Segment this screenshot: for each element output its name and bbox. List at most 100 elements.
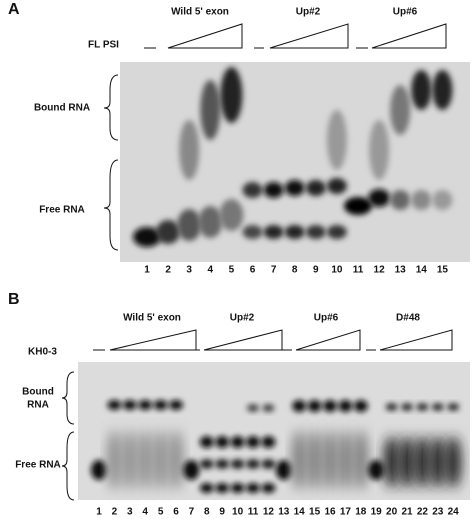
band [390,85,411,135]
lane-number: 11 [248,507,259,518]
band [198,206,223,238]
band [246,459,260,469]
band [338,430,353,490]
lane-number: 15 [309,507,321,518]
group-label: Wild 5' exon [123,313,181,324]
band [199,436,214,448]
triangle [269,23,349,49]
band [247,404,259,412]
group-label: Up#2 [296,7,321,18]
band [230,483,245,493]
band [199,459,214,469]
row-label: Free RNA [39,205,85,216]
band [429,436,446,488]
lane-number: 1 [144,265,150,276]
band [220,67,243,123]
lane-number: 3 [186,265,192,276]
band [323,400,337,412]
gel-bands [91,400,462,493]
band [107,430,122,490]
band [91,460,107,480]
band [263,182,284,198]
band [401,403,413,411]
band [432,190,453,210]
band [326,110,347,170]
band [200,80,221,140]
group-label: Wild 5' exon [171,7,229,18]
band [230,459,245,469]
lane-number: 4 [208,265,214,276]
lane-number: 21 [401,507,413,518]
band [261,436,276,448]
band [292,430,307,490]
lane-number: 7 [189,507,195,518]
band [153,400,168,410]
triangle [295,329,361,351]
band [411,70,432,110]
band [215,459,230,469]
lane-number: 9 [313,265,319,276]
band [177,209,202,241]
lane-number: 23 [432,507,444,518]
band [284,180,305,196]
lane-number: 19 [371,507,383,518]
titrant-label: KH0-3 [28,347,57,358]
band [353,400,368,412]
band [305,180,326,196]
lane-number: 24 [448,507,460,518]
lane-number: 5 [158,507,164,518]
band [284,225,305,239]
band [307,430,322,490]
band [353,430,368,490]
triangle [379,329,453,351]
band [411,190,432,210]
triangle [203,329,283,351]
band [219,199,244,231]
band [183,460,200,480]
band [307,400,322,412]
band [242,182,263,198]
band [230,436,245,448]
brace [103,74,119,141]
lane-number: 5 [229,265,235,276]
band [323,430,337,490]
band [169,430,183,490]
lane-number: 14 [294,507,306,518]
band [344,197,372,215]
lane-number: 13 [278,507,290,518]
band [215,436,230,448]
lane-number: 14 [416,265,428,276]
band [107,400,122,410]
band [416,403,429,411]
band [368,460,385,480]
band [242,225,263,239]
band [275,460,292,480]
row-label: Free RNA [15,460,61,471]
row-label: Bound RNA [34,103,90,114]
lane-number: 1 [96,507,102,518]
panel-label: B [8,291,20,308]
lane-number: 16 [324,507,336,518]
band [262,404,275,412]
lane-number: 11 [353,265,364,276]
band [292,400,307,412]
lane-number: 4 [142,507,148,518]
lane-number: 2 [165,265,171,276]
band [447,403,460,411]
row-label: RNA [27,400,49,411]
lane-number: 22 [417,507,429,518]
band [133,227,161,247]
lane-number: 8 [204,507,210,518]
band [122,430,137,490]
titrant-label: FL PSI [88,40,119,51]
lane-number: 20 [386,507,398,518]
brace [61,431,75,501]
lane-number: 12 [374,265,386,276]
gel-bands [133,67,453,247]
group-label: Up#6 [393,7,418,18]
band [169,400,183,410]
band [261,459,276,469]
band [199,483,214,493]
lane-number: 18 [355,507,367,518]
